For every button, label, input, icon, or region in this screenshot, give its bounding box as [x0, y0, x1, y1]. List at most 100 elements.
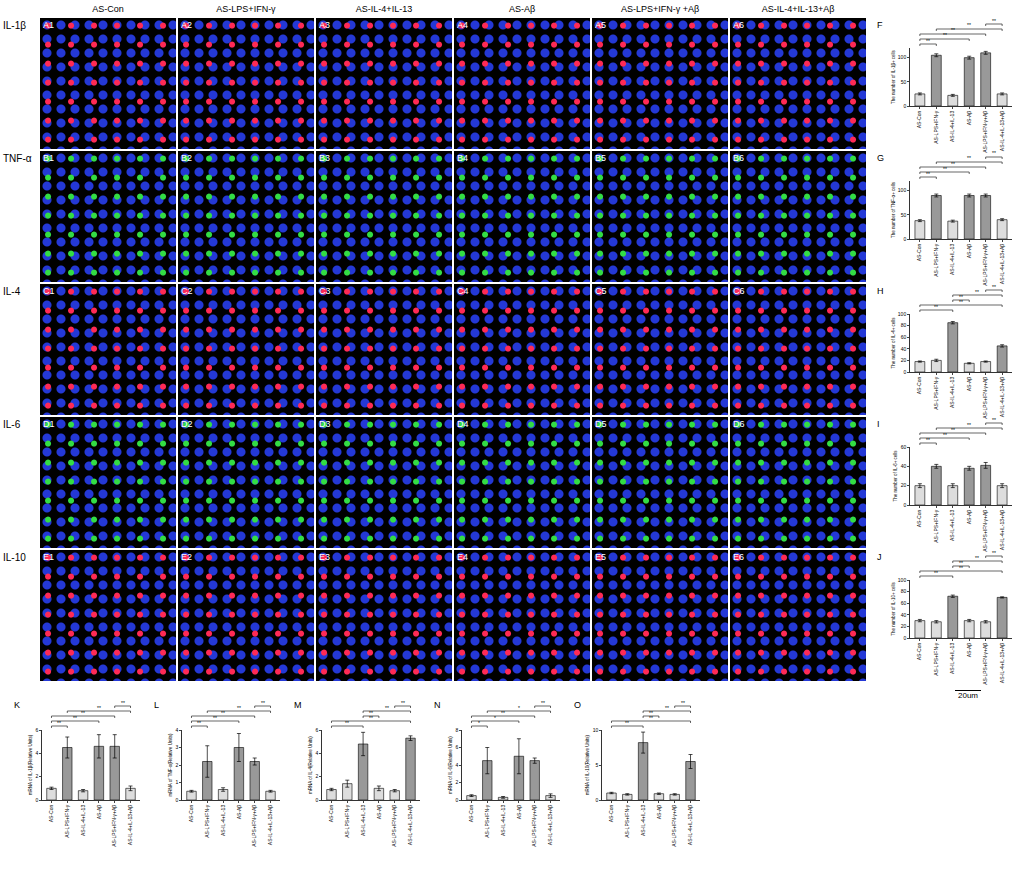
- svg-text:*: *: [478, 720, 480, 726]
- svg-text:AS-IL-4+IL-13: AS-IL-4+IL-13: [220, 805, 226, 836]
- svg-text:1: 1: [175, 779, 178, 785]
- svg-text:**: **: [943, 32, 947, 38]
- svg-text:**: **: [959, 299, 963, 305]
- svg-text:N: N: [434, 700, 441, 710]
- svg-text:**: **: [97, 705, 101, 711]
- svg-text:K: K: [14, 700, 20, 710]
- svg-text:M: M: [294, 700, 302, 710]
- svg-text:**: **: [926, 38, 930, 44]
- svg-text:**: **: [541, 700, 545, 706]
- svg-text:**: **: [73, 715, 77, 721]
- svg-text:AS-IL-4+IL-13+Aβ: AS-IL-4+IL-13+Aβ: [127, 805, 133, 846]
- svg-text:60: 60: [901, 600, 907, 606]
- svg-text:**: **: [369, 710, 373, 716]
- svg-text:*: *: [518, 705, 520, 711]
- svg-text:60: 60: [901, 334, 907, 340]
- svg-text:AS-Aβ: AS-Aβ: [656, 805, 662, 820]
- svg-text:0: 0: [175, 797, 178, 803]
- svg-text:**: **: [649, 710, 653, 716]
- svg-text:AS-LPS+IFN-γ+Aβ: AS-LPS+IFN-γ+Aβ: [982, 244, 988, 286]
- svg-text:The number of IL-6+ cells: The number of IL-6+ cells: [893, 450, 898, 502]
- svg-text:**: **: [681, 700, 685, 706]
- svg-text:**: **: [951, 427, 955, 433]
- svg-text:AS-IL-4+IL-13: AS-IL-4+IL-13: [949, 111, 955, 142]
- svg-text:**: **: [975, 289, 979, 295]
- svg-text:**: **: [221, 710, 225, 716]
- svg-text:AS-Con: AS-Con: [468, 805, 474, 823]
- svg-text:2: 2: [455, 779, 458, 785]
- svg-text:**: **: [649, 715, 653, 721]
- svg-text:**: **: [401, 700, 405, 706]
- svg-text:4: 4: [455, 762, 458, 768]
- svg-text:**: **: [501, 710, 505, 716]
- svg-text:4: 4: [35, 750, 38, 756]
- svg-text:AS-Con: AS-Con: [916, 643, 922, 661]
- svg-text:AS-Con: AS-Con: [916, 111, 922, 129]
- svg-text:10: 10: [593, 727, 599, 733]
- svg-text:20: 20: [901, 357, 907, 363]
- svg-text:AS-IL-4+IL-13+Aβ: AS-IL-4+IL-13+Aβ: [999, 111, 1005, 152]
- svg-text:20: 20: [901, 623, 907, 629]
- svg-text:AS-IL-4+IL-13+Aβ: AS-IL-4+IL-13+Aβ: [999, 244, 1005, 285]
- svg-text:**: **: [81, 710, 85, 716]
- svg-text:2: 2: [315, 773, 318, 779]
- svg-text:AS-LPS+IFN-γ: AS-LPS+IFN-γ: [484, 804, 490, 837]
- svg-text:4: 4: [175, 727, 178, 733]
- svg-text:AS-IL-4+IL-13+Aβ: AS-IL-4+IL-13+Aβ: [999, 510, 1005, 551]
- svg-text:80: 80: [901, 588, 907, 594]
- svg-text:**: **: [992, 550, 996, 556]
- svg-text:6: 6: [455, 744, 458, 750]
- svg-text:AS-LPS+IFN-γ+Aβ: AS-LPS+IFN-γ+Aβ: [982, 510, 988, 552]
- svg-text:AS-IL-4+IL-13+Aβ: AS-IL-4+IL-13+Aβ: [547, 805, 553, 846]
- svg-text:AS-LPS+IFN-γ+Aβ: AS-LPS+IFN-γ+Aβ: [982, 643, 988, 685]
- svg-text:0: 0: [903, 236, 906, 242]
- svg-text:AS-Aβ: AS-Aβ: [966, 244, 972, 259]
- svg-text:AS-LPS+IFN-γ: AS-LPS+IFN-γ: [933, 376, 939, 409]
- svg-text:**: **: [992, 417, 996, 423]
- svg-text:AS-Con: AS-Con: [916, 244, 922, 262]
- svg-text:G: G: [877, 153, 884, 163]
- svg-text:AS-IL-4+IL-13: AS-IL-4+IL-13: [949, 244, 955, 275]
- svg-text:AS-Con: AS-Con: [916, 510, 922, 528]
- svg-text:AS-LPS+IFN-γ+Aβ: AS-LPS+IFN-γ+Aβ: [982, 111, 988, 153]
- svg-text:AS-Aβ: AS-Aβ: [966, 111, 972, 126]
- svg-text:AS-IL-4+IL-13: AS-IL-4+IL-13: [949, 377, 955, 408]
- svg-text:mRNA of TNF-α(Relative Units): mRNA of TNF-α(Relative Units): [168, 733, 173, 796]
- svg-text:AS-LPS+IFN-γ: AS-LPS+IFN-γ: [933, 243, 939, 276]
- svg-text:AS-LPS+IFN-γ: AS-LPS+IFN-γ: [64, 804, 70, 837]
- svg-text:2: 2: [175, 762, 178, 768]
- svg-text:0: 0: [903, 103, 906, 109]
- svg-text:**: **: [926, 437, 930, 443]
- svg-text:**: **: [951, 161, 955, 167]
- svg-text:6: 6: [35, 727, 38, 733]
- svg-text:AS-LPS+IFN-γ: AS-LPS+IFN-γ: [933, 110, 939, 143]
- svg-text:AS-LPS+IFN-γ: AS-LPS+IFN-γ: [933, 509, 939, 542]
- svg-text:60: 60: [901, 444, 907, 450]
- svg-text:H: H: [877, 286, 884, 296]
- svg-text:**: **: [943, 166, 947, 172]
- svg-text:AS-Aβ: AS-Aβ: [966, 510, 972, 525]
- svg-text:AS-LPS+IFN-γ: AS-LPS+IFN-γ: [344, 804, 350, 837]
- svg-text:AS-IL-4+IL-13: AS-IL-4+IL-13: [500, 805, 506, 836]
- svg-text:100: 100: [898, 54, 907, 60]
- svg-text:*: *: [494, 715, 496, 721]
- svg-text:AS-IL-4+IL-13+Aβ: AS-IL-4+IL-13+Aβ: [999, 643, 1005, 684]
- svg-text:**: **: [926, 171, 930, 177]
- svg-text:**: **: [959, 294, 963, 300]
- svg-text:**: **: [992, 284, 996, 290]
- svg-text:mRNA of IL-6(Relative Units): mRNA of IL-6(Relative Units): [448, 736, 453, 794]
- svg-text:**: **: [967, 22, 971, 28]
- svg-text:50: 50: [901, 79, 907, 85]
- svg-text:AS-IL-4+IL-13: AS-IL-4+IL-13: [640, 805, 646, 836]
- svg-text:AS-Con: AS-Con: [48, 805, 54, 823]
- svg-text:**: **: [121, 700, 125, 706]
- svg-text:4: 4: [315, 750, 318, 756]
- svg-text:100: 100: [898, 311, 907, 317]
- svg-text:AS-LPS+IFN-γ+Aβ: AS-LPS+IFN-γ+Aβ: [671, 805, 677, 847]
- svg-text:AS-Con: AS-Con: [328, 805, 334, 823]
- svg-text:**: **: [369, 715, 373, 721]
- svg-text:I: I: [877, 419, 880, 429]
- svg-text:AS-LPS+IFN-γ+Aβ: AS-LPS+IFN-γ+Aβ: [111, 805, 117, 847]
- svg-text:The number of IL-1β+ cells: The number of IL-1β+ cells: [891, 49, 896, 103]
- svg-text:**: **: [197, 720, 201, 726]
